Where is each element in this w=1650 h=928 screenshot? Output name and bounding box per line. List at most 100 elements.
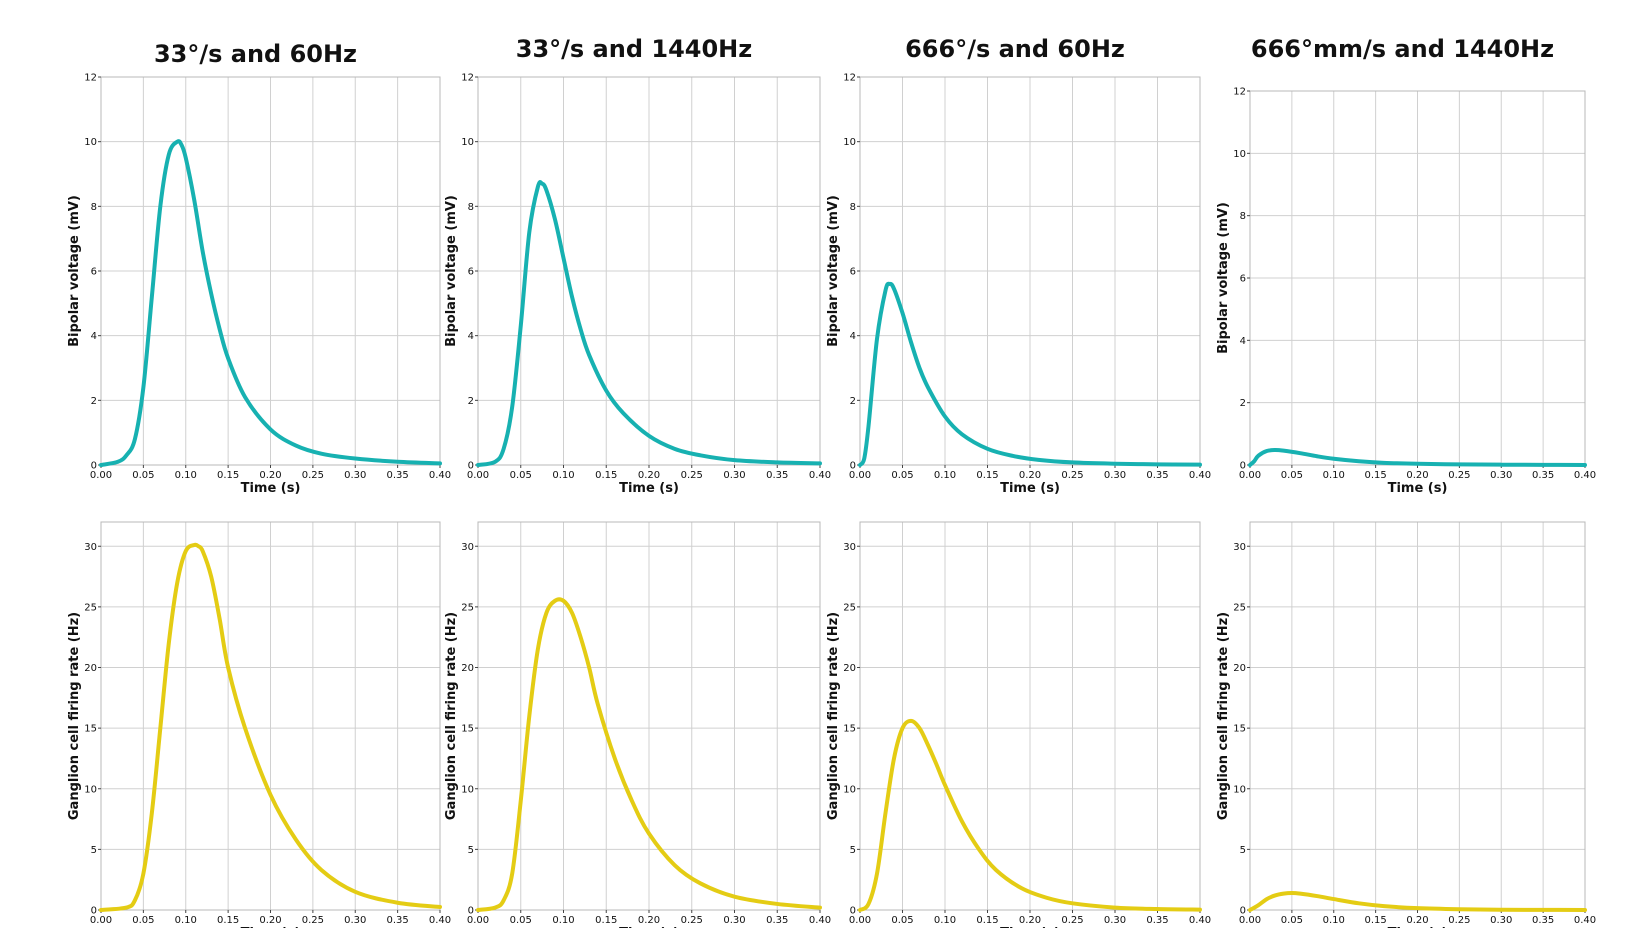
chart-panel: 0.00 0.05 0.10 0.15 0.20 0.25 0.30 0.35 0.40 0 5 10… xyxy=(67,521,451,928)
x-tick-label: 0.05 xyxy=(1281,915,1303,926)
x-tick-label: 0.05 xyxy=(891,915,913,926)
y-tick-label: 0 xyxy=(468,906,474,917)
y-tick-label: 6 xyxy=(1240,274,1246,285)
x-tick-label: 0.35 xyxy=(386,915,408,926)
x-axis-label: Time (s) xyxy=(1000,926,1060,928)
y-tick-label: 10 xyxy=(843,137,856,148)
y-tick-label: 25 xyxy=(843,602,856,613)
x-tick-label: 0.40 xyxy=(1574,470,1596,481)
y-tick-label: 25 xyxy=(84,602,97,613)
y-tick-label: 25 xyxy=(461,602,474,613)
x-tick-label: 0.10 xyxy=(934,470,956,481)
y-tick-label: 5 xyxy=(91,845,97,856)
y-tick-label: 8 xyxy=(468,202,474,213)
y-tick-label: 10 xyxy=(461,137,474,148)
y-tick-label: 0 xyxy=(468,461,474,472)
chart-panel: 0.00 0.05 0.10 0.15 0.20 0.25 0.30 0.35 0.40 0 2 4 6… xyxy=(826,35,1211,496)
x-tick-label: 0.15 xyxy=(976,915,998,926)
x-tick-label: 0.25 xyxy=(1448,915,1470,926)
y-tick-label: 10 xyxy=(1233,784,1246,795)
x-tick-label: 0.40 xyxy=(1189,470,1211,481)
y-tick-label: 20 xyxy=(1233,663,1246,674)
y-tick-label: 5 xyxy=(468,845,474,856)
x-tick-label: 0.05 xyxy=(891,470,913,481)
y-tick-label: 8 xyxy=(850,202,856,213)
x-tick-label: 0.20 xyxy=(1019,470,1041,481)
x-tick-label: 0.25 xyxy=(681,470,703,481)
y-axis-label: Bipolar voltage (mV) xyxy=(444,195,459,347)
x-tick-label: 0.40 xyxy=(1189,915,1211,926)
x-axis-label: Time (s) xyxy=(1000,481,1060,496)
y-tick-label: 4 xyxy=(1240,336,1246,347)
x-tick-label: 0.35 xyxy=(766,470,788,481)
y-tick-label: 10 xyxy=(1233,149,1246,160)
y-tick-label: 10 xyxy=(843,784,856,795)
chart-panel: 0.00 0.05 0.10 0.15 0.20 0.25 0.30 0.35 0.40 0 5 10… xyxy=(444,521,831,928)
x-tick-label: 0.15 xyxy=(976,470,998,481)
x-tick-label: 0.35 xyxy=(1532,915,1554,926)
y-axis-label: Ganglion cell firing rate (Hz) xyxy=(1216,612,1231,820)
y-tick-label: 0 xyxy=(850,906,856,917)
y-tick-label: 25 xyxy=(1233,602,1246,613)
x-tick-label: 0.40 xyxy=(429,915,451,926)
x-tick-label: 0.35 xyxy=(766,915,788,926)
y-tick-label: 30 xyxy=(843,542,856,553)
x-tick-label: 0.10 xyxy=(552,915,574,926)
y-tick-label: 2 xyxy=(1240,398,1246,409)
y-tick-label: 0 xyxy=(91,461,97,472)
y-tick-label: 4 xyxy=(468,331,474,342)
series-line xyxy=(476,180,822,467)
y-tick-label: 20 xyxy=(461,663,474,674)
x-axis-label: Time (s) xyxy=(619,926,679,928)
series-line xyxy=(99,139,442,467)
x-axis-label: Time (s) xyxy=(241,481,301,496)
x-tick-label: 0.10 xyxy=(175,915,197,926)
y-axis-label: Bipolar voltage (mV) xyxy=(826,195,841,347)
x-tick-label: 0.00 xyxy=(467,470,489,481)
x-tick-label: 0.35 xyxy=(386,470,408,481)
x-tick-label: 0.00 xyxy=(1239,915,1261,926)
x-tick-label: 0.35 xyxy=(1146,915,1168,926)
y-tick-label: 0 xyxy=(850,461,856,472)
x-tick-label: 0.40 xyxy=(1574,915,1596,926)
x-tick-label: 0.30 xyxy=(344,470,366,481)
chart-panel: 0.00 0.05 0.10 0.15 0.20 0.25 0.30 0.35 0.40 0 5 10… xyxy=(1216,521,1596,928)
y-tick-label: 15 xyxy=(1233,724,1246,735)
y-tick-label: 8 xyxy=(91,202,97,213)
y-axis-label: Ganglion cell firing rate (Hz) xyxy=(826,612,841,820)
y-tick-label: 12 xyxy=(461,73,474,84)
x-axis-label: Time (s) xyxy=(1388,926,1448,928)
series-line xyxy=(1248,891,1587,912)
x-tick-label: 0.15 xyxy=(595,915,617,926)
x-tick-label: 0.15 xyxy=(217,470,239,481)
y-tick-label: 15 xyxy=(843,724,856,735)
x-tick-label: 0.00 xyxy=(849,915,871,926)
y-tick-label: 0 xyxy=(1240,906,1246,917)
x-tick-label: 0.00 xyxy=(1239,470,1261,481)
x-tick-label: 0.30 xyxy=(1104,915,1126,926)
x-tick-label: 0.10 xyxy=(1323,915,1345,926)
x-tick-label: 0.05 xyxy=(1281,470,1303,481)
series-line xyxy=(858,281,1202,467)
x-tick-label: 0.00 xyxy=(467,915,489,926)
x-tick-label: 0.20 xyxy=(638,915,660,926)
panel-title: 666°/s and 60Hz xyxy=(905,35,1125,63)
panel-title: 33°/s and 60Hz xyxy=(154,40,357,68)
x-tick-label: 0.00 xyxy=(90,915,112,926)
y-tick-label: 30 xyxy=(1233,542,1246,553)
y-tick-label: 2 xyxy=(850,396,856,407)
y-axis-label: Ganglion cell firing rate (Hz) xyxy=(444,612,459,820)
x-tick-label: 0.30 xyxy=(723,915,745,926)
y-tick-label: 0 xyxy=(91,906,97,917)
y-tick-label: 4 xyxy=(91,331,97,342)
y-axis-label: Bipolar voltage (mV) xyxy=(1216,202,1231,354)
x-axis-label: Time (s) xyxy=(619,481,679,496)
chart-panel: 0.00 0.05 0.10 0.15 0.20 0.25 0.30 0.35 0.40 0 5 10… xyxy=(826,521,1211,928)
y-tick-label: 8 xyxy=(1240,211,1246,222)
x-tick-label: 0.30 xyxy=(1490,470,1512,481)
x-tick-label: 0.30 xyxy=(1104,470,1126,481)
x-tick-label: 0.30 xyxy=(344,915,366,926)
x-tick-label: 0.20 xyxy=(1406,915,1428,926)
x-tick-label: 0.25 xyxy=(1448,470,1470,481)
y-tick-label: 15 xyxy=(461,724,474,735)
